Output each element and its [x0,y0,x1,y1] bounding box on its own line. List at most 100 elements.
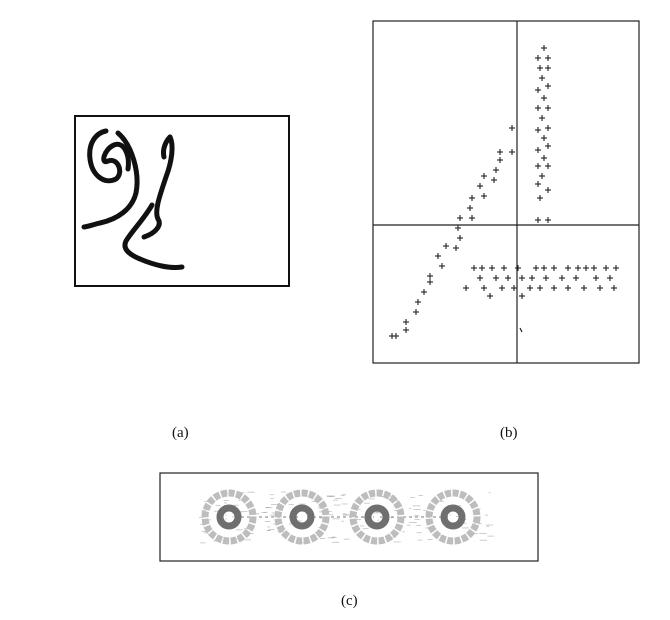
caption-b: (b) [500,425,518,441]
plus-marker [535,147,541,153]
plus-marker [499,285,505,291]
scatter-plot [372,20,640,364]
plus-marker [481,193,487,199]
plus-marker [427,279,433,285]
plus-marker [493,167,499,173]
plus-marker [573,275,579,281]
plus-marker [467,205,473,211]
plus-marker [537,285,543,291]
plus-marker [541,155,547,161]
plus-marker [421,289,427,295]
plus-marker [611,285,617,291]
plus-marker [551,285,557,291]
plus-marker [529,275,535,281]
ring-mark [201,489,257,545]
plus-marker [545,105,551,111]
ring-mark [274,489,330,545]
plus-marker [533,265,539,271]
plus-marker [545,187,551,193]
plus-marker [439,263,445,269]
plus-marker [489,265,495,271]
plus-marker [453,245,459,251]
plus-marker [613,265,619,271]
plus-marker [565,265,571,271]
plus-marker [519,293,525,299]
plus-marker [455,225,461,231]
plus-marker [583,265,589,271]
plus-marker [403,327,409,333]
plus-marker [539,75,545,81]
plus-marker [535,55,541,61]
plus-marker [545,55,551,61]
plus-marker [541,95,547,101]
plus-marker [565,285,571,291]
noise-marks [199,491,494,544]
plus-marker [497,157,503,163]
plus-marker [559,275,565,281]
plus-marker [535,181,541,187]
plus-marker [511,285,517,291]
plus-marker [477,275,483,281]
plus-marker [427,273,433,279]
plus-marker [469,215,475,221]
stroke-curl [87,128,131,184]
plus-marker [535,105,541,111]
plus-marker [491,177,497,183]
panel-a-frame [74,115,290,287]
panel-a [74,115,290,287]
plus-marker [493,275,499,281]
plus-marker [535,87,541,93]
plus-marker [443,243,449,249]
plus-marker [413,309,419,315]
plus-marker [415,299,421,305]
plus-marker [535,217,541,223]
ring-mark [349,489,405,545]
stroke-main [81,130,140,230]
plus-marker [541,135,547,141]
plus-markers [389,45,619,339]
plus-marker [463,285,469,291]
panel-b [372,20,640,364]
ring-figure [159,472,539,562]
plus-marker [509,125,515,131]
plus-marker [545,83,551,89]
stroke-lower [122,202,185,270]
plus-marker [593,275,599,281]
plus-marker [545,163,551,169]
plus-marker [501,265,507,271]
plus-marker [527,285,533,291]
plus-marker [389,333,395,339]
ring-group [201,489,481,545]
plus-marker [603,265,609,271]
caption-a: (a) [172,425,189,441]
plus-marker [597,285,603,291]
plus-marker [497,149,503,155]
plus-marker [545,217,551,223]
ring-mark [425,489,481,545]
plus-marker [509,149,515,155]
plus-marker [477,183,483,189]
caption-c: (c) [341,593,358,609]
plus-marker [435,253,441,259]
plus-marker [545,125,551,131]
panel-c-frame [159,472,539,562]
plus-marker [481,173,487,179]
plus-marker [545,143,551,149]
stroke-right-hook [161,134,173,160]
plus-marker [481,285,487,291]
plus-marker [575,265,581,271]
plus-marker [535,163,541,169]
stroke-right [141,134,175,240]
plus-marker [607,275,613,281]
plus-marker [537,65,543,71]
plus-marker [539,115,545,121]
plus-marker [457,235,463,241]
plus-marker [469,195,475,201]
panel-c [159,472,539,562]
plus-marker [543,275,549,281]
plus-marker [471,265,477,271]
plus-marker [479,265,485,271]
plus-marker [545,65,551,71]
plus-marker [591,265,597,271]
plus-marker [535,127,541,133]
